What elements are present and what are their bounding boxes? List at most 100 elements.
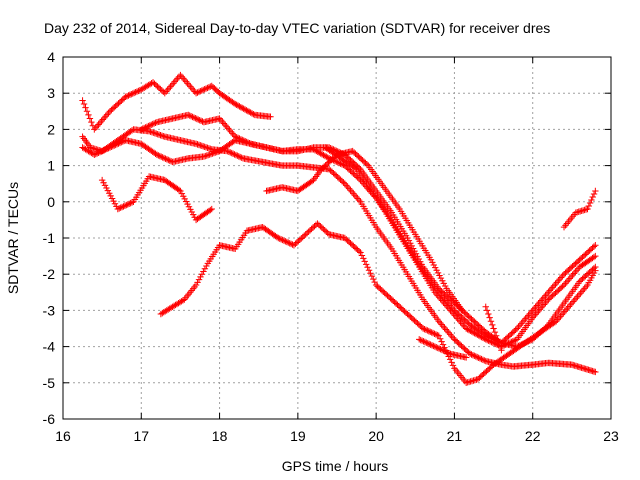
data-point	[204, 84, 211, 92]
y-tick-label: 3	[47, 85, 55, 101]
data-point	[437, 346, 444, 353]
data-point	[162, 155, 169, 162]
data-point	[240, 105, 247, 112]
series-arc-7	[263, 147, 466, 314]
data-point	[351, 165, 359, 172]
data-point	[421, 325, 428, 333]
data-point	[357, 249, 364, 256]
data-point	[370, 275, 377, 283]
y-tick-label: 2	[47, 121, 55, 137]
data-point	[293, 239, 301, 246]
data-point	[145, 122, 152, 130]
data-point	[237, 153, 244, 161]
data-point	[428, 329, 435, 336]
y-tick-label: 0	[47, 194, 55, 210]
data-point	[146, 122, 154, 129]
data-point	[192, 281, 200, 289]
data-point	[248, 110, 256, 117]
data-point	[482, 303, 489, 310]
x-tick-label: 18	[212, 428, 228, 444]
data-point	[469, 329, 477, 336]
data-point	[365, 267, 373, 274]
data-point	[483, 336, 491, 344]
data-point	[195, 116, 202, 123]
data-point	[237, 103, 245, 111]
data-point	[224, 147, 231, 155]
data-point	[439, 341, 447, 348]
data-point	[235, 153, 242, 160]
data-point	[128, 199, 136, 206]
data-point	[225, 148, 233, 155]
data-point	[320, 225, 327, 233]
data-point	[234, 134, 242, 142]
data-point	[194, 279, 201, 286]
data-point	[240, 137, 247, 144]
series-arc-8	[322, 144, 599, 350]
y-tick-label: 4	[47, 49, 55, 65]
data-point	[150, 120, 158, 127]
data-point	[197, 273, 204, 281]
data-point	[194, 89, 201, 96]
data-point	[243, 107, 250, 114]
data-point	[233, 101, 240, 109]
data-point	[116, 205, 123, 212]
data-point	[102, 146, 109, 153]
data-point	[472, 353, 479, 360]
data-point	[152, 119, 159, 127]
data-point	[590, 190, 598, 198]
data-point	[244, 139, 252, 146]
data-point	[425, 327, 433, 335]
data-point	[136, 87, 144, 94]
data-point	[505, 340, 512, 347]
data-point	[86, 115, 94, 122]
data-point	[241, 138, 249, 145]
y-tick-label: 1	[47, 158, 55, 174]
data-point	[197, 117, 205, 125]
data-point	[490, 325, 497, 332]
data-point	[135, 87, 142, 95]
data-point	[435, 332, 442, 339]
data-point	[195, 88, 203, 96]
data-point	[139, 125, 146, 132]
data-point	[466, 350, 474, 358]
data-point	[308, 177, 316, 185]
data-point	[479, 334, 487, 342]
data-point	[503, 340, 511, 348]
data-point	[421, 338, 429, 346]
data-point	[234, 152, 241, 159]
data-point	[133, 88, 141, 95]
data-point	[197, 88, 204, 95]
data-point	[116, 139, 124, 147]
data-point	[438, 346, 446, 354]
data-point	[502, 341, 509, 348]
y-tick-label: -2	[43, 266, 56, 282]
x-tick-label: 21	[447, 428, 463, 444]
data-point	[129, 90, 136, 97]
data-point	[105, 144, 112, 152]
data-point	[282, 238, 289, 245]
data-point	[130, 89, 138, 97]
data-point	[483, 307, 491, 314]
data-point	[200, 86, 207, 94]
data-point	[462, 325, 470, 332]
data-point	[434, 331, 441, 339]
data-point	[495, 339, 502, 347]
data-point	[443, 348, 450, 356]
data-point	[360, 255, 367, 262]
data-point	[509, 338, 516, 345]
data-point	[422, 326, 430, 334]
data-point	[155, 152, 162, 159]
data-point	[492, 340, 499, 348]
data-point	[592, 252, 599, 260]
data-point	[80, 100, 88, 108]
data-point	[449, 362, 457, 369]
data-point	[132, 89, 139, 96]
data-point	[589, 193, 596, 201]
y-axis-label: SDTVAR / TECUs	[5, 182, 21, 294]
x-tick-label: 23	[603, 428, 619, 444]
data-point	[192, 90, 200, 97]
data-point	[202, 85, 210, 92]
data-point	[232, 100, 239, 108]
data-point	[149, 79, 157, 86]
